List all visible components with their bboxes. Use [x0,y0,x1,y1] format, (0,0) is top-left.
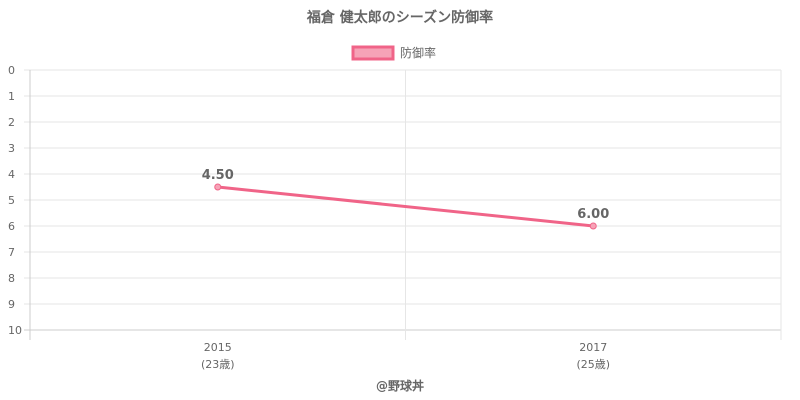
y-tick-label: 8 [8,272,15,285]
y-tick-label: 10 [8,324,22,337]
y-axis-ticks: 0 1 2 3 4 5 6 7 8 9 10 [8,64,22,337]
y-tick-label: 5 [8,194,15,207]
data-point[interactable] [589,222,597,230]
y-tick-label: 0 [8,64,15,77]
y-tick-label: 6 [8,220,15,233]
x-tick-label: 2015 [204,341,232,354]
y-tick-label: 2 [8,116,15,129]
legend[interactable]: 防御率 [351,45,436,61]
data-label: 6.00 [577,207,609,222]
series-line [217,185,594,228]
x-tick-label: 2017 [579,341,607,354]
y-tick-label: 9 [8,298,15,311]
data-labels: 4.50 6.00 [202,168,610,222]
data-label: 4.50 [202,168,234,183]
y-tick-label: 4 [8,168,15,181]
x-tick-sublabel: (25歳) [576,358,610,371]
credit-label: @野球丼 [376,378,424,393]
y-tick-label: 1 [8,90,15,103]
chart-title: 福倉 健太郎のシーズン防御率 [306,9,493,26]
y-tick-label: 7 [8,246,15,259]
legend-swatch [351,45,395,61]
legend-label: 防御率 [400,45,436,60]
x-axis-ticks: 2015 (23歳) 2017 (25歳) [201,341,610,371]
x-tick-sublabel: (23歳) [201,358,235,371]
y-tick-label: 3 [8,142,15,155]
series-line-group [214,183,597,230]
data-point[interactable] [214,183,222,191]
